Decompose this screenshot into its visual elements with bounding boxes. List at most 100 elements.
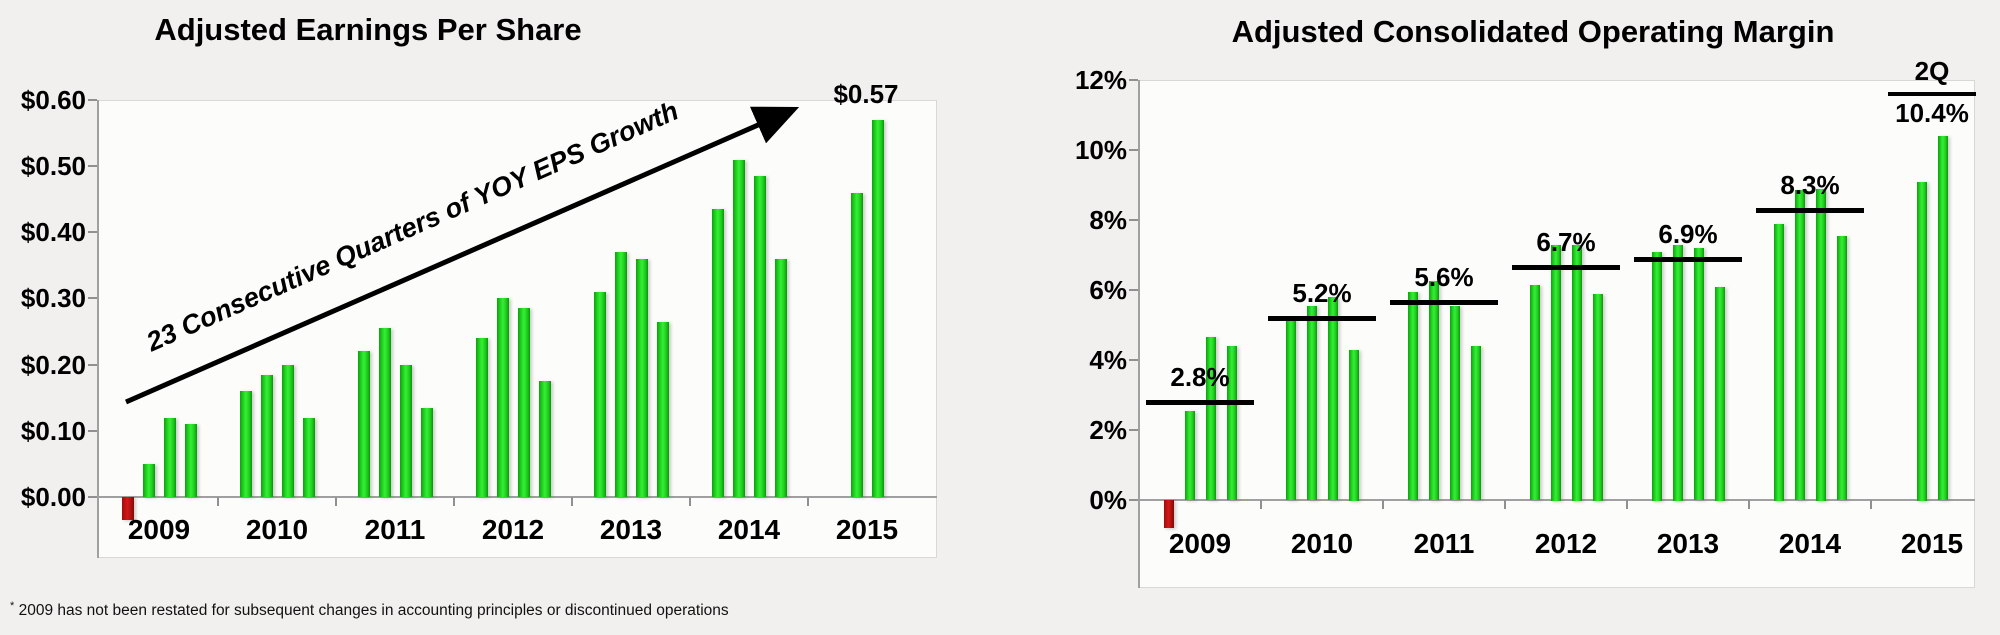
- bar-2011-q3: [400, 365, 412, 497]
- average-label-2011: 5.6%: [1414, 262, 1474, 292]
- bar-2009-q4: [185, 424, 197, 497]
- quarter-2q-value: 10.4%: [1895, 98, 1969, 128]
- y-axis-label: $0.30: [20, 283, 86, 313]
- footnote: * 2009 has not been restated for subsequ…: [10, 600, 729, 620]
- bar-2013-q2: [1673, 245, 1683, 501]
- x-axis-tick: [1870, 500, 1872, 509]
- x-axis-label-2014: 2014: [1778, 528, 1842, 559]
- y-axis-tick: [88, 231, 97, 233]
- x-axis-label-2015: 2015: [835, 514, 899, 545]
- bar-2010-q3: [282, 365, 294, 497]
- x-axis-label-2012: 2012: [1534, 528, 1598, 559]
- bar-2011-q2: [1429, 281, 1439, 500]
- y-axis-label: 0%: [1089, 485, 1127, 515]
- bar-2014-q4: [775, 259, 787, 497]
- bar-2014-q4: [1837, 236, 1847, 500]
- bar-2009-q1: [1164, 500, 1174, 528]
- average-line-2011: [1390, 300, 1498, 305]
- bar-2014-q2: [1795, 190, 1805, 500]
- bar-2010-q1: [1286, 318, 1296, 500]
- average-label-2014: 8.3%: [1780, 170, 1840, 200]
- y-axis-tick: [1129, 219, 1138, 221]
- quarter-2q-label: 2Q: [1914, 56, 1950, 86]
- eps-chart-title: Adjusted Earnings Per Share: [154, 12, 582, 47]
- x-axis-tick: [1504, 500, 1506, 509]
- bar-2015-q2: [1938, 136, 1948, 500]
- bar-2010-q2: [1307, 306, 1317, 500]
- y-axis-label: 12%: [1074, 65, 1127, 95]
- x-axis-tick: [1382, 500, 1384, 509]
- y-axis-label: 2%: [1089, 415, 1127, 445]
- y-axis-label: 6%: [1089, 275, 1127, 305]
- bar-2013-q3: [636, 259, 648, 497]
- bar-2011-q3: [1450, 306, 1460, 500]
- x-axis-tick: [1748, 500, 1750, 509]
- y-axis-label: 8%: [1089, 205, 1127, 235]
- y-axis-line: [97, 100, 99, 558]
- x-axis-tick: [571, 497, 573, 506]
- average-line-2013: [1634, 257, 1742, 262]
- y-axis-label: $0.00: [20, 482, 86, 512]
- bar-2009-q2: [1185, 411, 1195, 500]
- x-axis-tick: [689, 497, 691, 506]
- bar-2009-q2: [143, 464, 155, 497]
- y-axis-label: $0.40: [20, 217, 86, 247]
- x-axis-tick: [1260, 500, 1262, 509]
- y-axis-tick: [88, 430, 97, 432]
- y-axis-label: $0.10: [20, 416, 86, 446]
- y-axis-label: 10%: [1074, 135, 1127, 165]
- y-axis-tick: [88, 496, 97, 498]
- footnote-marker: *: [10, 600, 15, 612]
- bar-2014-q2: [733, 160, 745, 497]
- average-label-2013: 6.9%: [1658, 219, 1718, 249]
- average-line-2012: [1512, 265, 1620, 270]
- bar-2014-q3: [754, 176, 766, 497]
- bar-2012-q2: [1551, 245, 1561, 501]
- bar-2015-q1: [1917, 182, 1927, 501]
- bar-2011-q4: [421, 408, 433, 497]
- x-axis-tick: [335, 497, 337, 506]
- bar-2011-q1: [1408, 292, 1418, 500]
- bar-2010-q4: [303, 418, 315, 497]
- bar-2013-q3: [1694, 248, 1704, 500]
- bar-2010-q2: [261, 375, 273, 497]
- average-line-2014: [1756, 208, 1864, 213]
- bar-2009-q3: [164, 418, 176, 497]
- bar-2012-q1: [1530, 285, 1540, 500]
- x-axis-label-2009: 2009: [1168, 528, 1232, 559]
- bar-2012-q4: [539, 381, 551, 497]
- bar-2012-q4: [1593, 294, 1603, 501]
- bar-2013-q1: [1652, 252, 1662, 501]
- x-axis-label-2013: 2013: [1656, 528, 1720, 559]
- y-axis-line: [1138, 80, 1140, 588]
- average-label-2009: 2.8%: [1170, 362, 1230, 392]
- average-line-2009: [1146, 400, 1254, 405]
- x-axis-tick: [807, 497, 809, 506]
- peak-value-label: $0.57: [833, 79, 899, 109]
- average-line-2010: [1268, 316, 1376, 321]
- x-axis-label-2010: 2010: [1290, 528, 1354, 559]
- y-axis-tick: [1129, 429, 1138, 431]
- x-axis-label-2011: 2011: [1413, 528, 1475, 559]
- bar-2010-q3: [1328, 297, 1338, 500]
- x-axis-tick: [217, 497, 219, 506]
- y-axis-tick: [88, 297, 97, 299]
- bar-2012-q3: [518, 308, 530, 497]
- y-axis-label: $0.50: [20, 151, 86, 181]
- x-axis-label-2011: 2011: [364, 514, 426, 545]
- x-axis-label-2012: 2012: [481, 514, 545, 545]
- bar-2010-q4: [1349, 350, 1359, 501]
- bar-2013-q4: [657, 322, 669, 497]
- y-axis-label: $0.60: [20, 85, 86, 115]
- bar-2013-q2: [615, 252, 627, 497]
- bar-2011-q4: [1471, 346, 1481, 500]
- margin-chart-title: Adjusted Consolidated Operating Margin: [1231, 14, 1835, 49]
- x-axis-label-2014: 2014: [717, 514, 781, 545]
- y-axis-tick: [1129, 79, 1138, 81]
- bar-2015-q1: [851, 193, 863, 497]
- bar-2010-q1: [240, 391, 252, 497]
- x-axis-label-2010: 2010: [245, 514, 309, 545]
- x-axis-tick: [453, 497, 455, 506]
- bar-2013-q1: [594, 292, 606, 497]
